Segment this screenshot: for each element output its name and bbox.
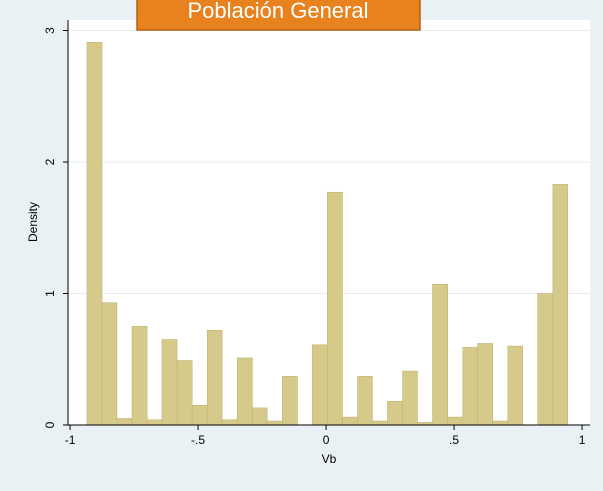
x-tick-label: -.5 [191,433,205,447]
bar [462,347,478,426]
bar [191,404,208,426]
bar [507,345,523,426]
bar [342,416,358,426]
bar [252,407,268,426]
bar [477,343,494,426]
bar [311,344,328,426]
title-box [136,0,421,31]
bar [221,419,238,426]
bar [206,330,223,426]
bar [492,420,509,426]
bar [161,339,178,426]
bar [372,420,388,426]
bar [101,302,118,426]
bar [327,191,343,426]
x-tick-label: -1 [65,433,76,447]
chart-title: Población General [187,0,368,23]
x-tick-label: 0 [323,433,330,447]
x-tick-label: .5 [449,433,459,447]
bar [86,42,103,426]
bar [236,357,253,426]
bar [432,284,448,426]
bar [447,416,464,426]
bar [537,293,554,426]
y-tick-label: 2 [43,158,57,165]
bar [176,360,193,426]
bar [357,376,373,426]
bar [552,184,569,426]
x-tick-label: 1 [579,433,586,447]
bar [146,419,163,426]
bar [131,326,148,426]
bar [402,370,418,426]
y-tick-label: 0 [43,421,57,428]
bar [266,420,283,426]
bar [281,376,298,426]
y-axis-title: Density [26,202,40,242]
bar [387,401,403,426]
x-axis-title: Vb [322,452,337,466]
y-tick-label: 3 [43,27,57,34]
y-tick-label: 1 [43,290,57,297]
bar [116,418,133,426]
